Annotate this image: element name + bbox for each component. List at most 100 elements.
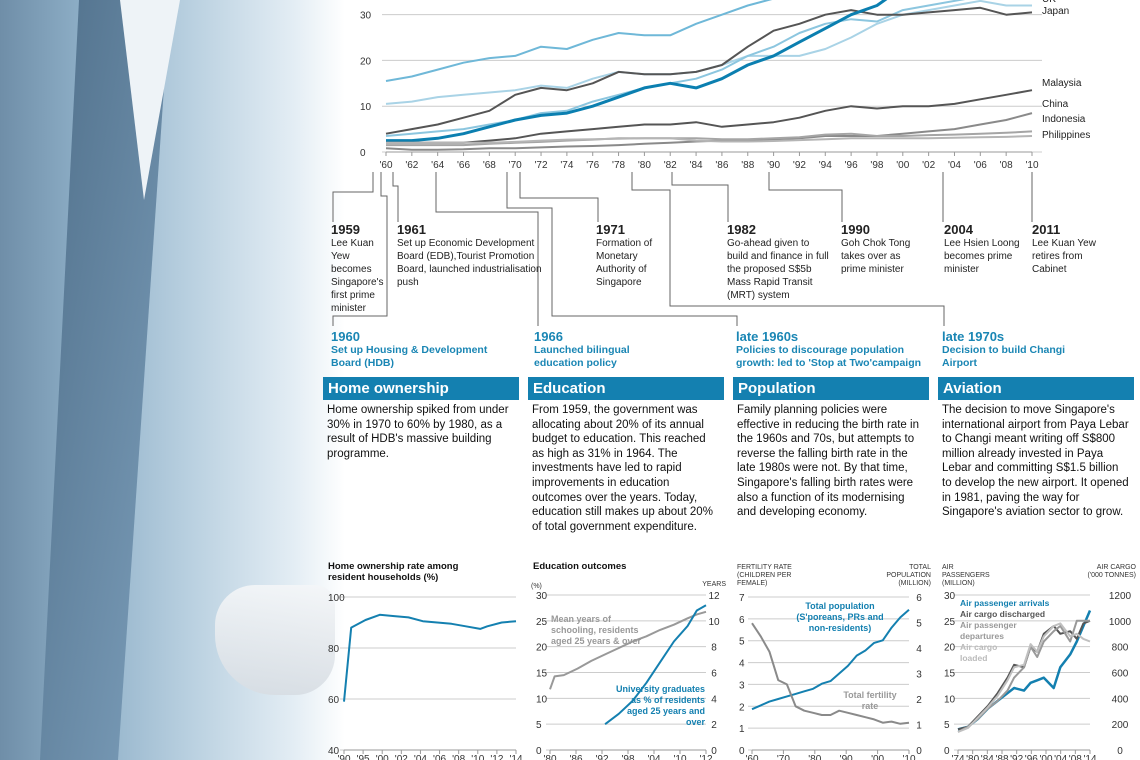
y-tick-label: 7	[739, 593, 745, 604]
shirt-cuff	[215, 585, 335, 695]
x-tick-label: '08	[1000, 160, 1013, 171]
home-ownership-chart: 40 60 80 100 '90 '95 '00 '02 '04 '06 '08 '10 '12 '14	[328, 593, 523, 760]
event-text: Lee Kuan Yew becomes Singapore's first p…	[331, 238, 384, 314]
x-tick-label: '00	[376, 754, 389, 760]
y-tick-label: 20	[360, 56, 372, 67]
education-y2-axis-label: YEARS	[702, 581, 726, 588]
series-line-series-2	[385, 0, 966, 137]
event-2011: 2011 Lee Kuan Yew retires from Cabinet	[1032, 222, 1107, 276]
x-tick-label: '88	[995, 754, 1008, 760]
y-tick-label: 15	[944, 669, 956, 680]
series-line-air-cargo-loaded	[957, 622, 1091, 733]
x-tick-label: '00	[896, 160, 909, 171]
x-tick-label: '62	[405, 160, 418, 171]
section-text: From 1959, the government was allocating…	[532, 404, 713, 533]
x-tick-label: '80	[543, 754, 556, 760]
x-tick-label: '78	[612, 160, 625, 171]
x-tick-label: '08	[1069, 754, 1082, 760]
series-label-philippines: Philippines	[1042, 130, 1091, 141]
x-tick-label: '72	[535, 160, 548, 171]
x-tick-label: '68	[483, 160, 496, 171]
x-tick-label: '66	[457, 160, 470, 171]
y-tick-label: 60	[328, 695, 340, 706]
y2-tick-label: 2	[711, 720, 717, 731]
population-chart: 0 1 2 3 4 5 6 7 0 1 2 3 4 5 6 '60 '70 '80 '90 '00 '10	[739, 593, 922, 760]
x-tick-label: '86	[715, 160, 728, 171]
x-tick-label: '92	[595, 754, 608, 760]
series-line-home-ownership-rate	[343, 613, 517, 702]
event-text: Go-ahead given to build and finance in f…	[727, 238, 829, 301]
series-label-uk: UK	[1042, 0, 1056, 5]
y-tick-label: 30	[360, 11, 372, 22]
event-1971: 1971 Formation of Monetary Authority of S…	[596, 222, 666, 289]
x-tick-label: '70	[509, 160, 522, 171]
x-tick-label: '08	[452, 754, 465, 760]
x-tick-label: '84	[690, 160, 703, 171]
x-tick-label: '94	[819, 160, 832, 171]
legend-university-graduates: University graduates as % of residents a…	[615, 684, 705, 727]
y-tick-label: 20	[944, 643, 956, 654]
section-home-ownership: Home ownership Home ownership spiked from…	[323, 377, 519, 464]
y2-tick-label: 0	[711, 746, 717, 757]
section-text: Family planning policies were effective …	[737, 404, 919, 519]
policy-event-late-1970s: late 1970s Decision to build Changi Airpo…	[942, 329, 1066, 369]
y-tick-label: 30	[536, 591, 548, 602]
legend-total-population: Total population (S'poreans, PRs and non…	[796, 601, 884, 633]
y-tick-label: 80	[328, 644, 340, 655]
y2-tick-label: 4	[711, 694, 717, 705]
x-tick-label: '92	[1010, 754, 1023, 760]
y-tick-label: 25	[944, 617, 956, 628]
x-tick-label: '10	[471, 754, 484, 760]
y2-tick-label: 2	[916, 695, 922, 706]
event-year: 1971	[596, 222, 625, 237]
x-tick-label: '12	[490, 754, 503, 760]
series-line-total-fertility-rate	[751, 622, 910, 725]
x-tick-label: '60	[745, 754, 758, 760]
y-tick-label: 25	[536, 617, 548, 628]
x-tick-label: '95	[357, 754, 370, 760]
series-line-philippines	[386, 135, 1033, 144]
x-tick-label: '64	[431, 160, 444, 171]
y2-tick-label: 8	[711, 643, 717, 654]
education-y-axis-label: (%)	[531, 583, 542, 590]
x-tick-label: '60	[379, 160, 392, 171]
y-tick-label: 5	[739, 637, 745, 648]
y-tick-label: 100	[328, 593, 345, 604]
x-tick-label: '90	[337, 754, 350, 760]
event-text: Formation of Monetary Authority of Singa…	[596, 238, 653, 288]
legend-departures: Air passenger departures	[960, 620, 1017, 641]
x-tick-label: '04	[1054, 754, 1067, 760]
event-text: Goh Chok Tong takes over as prime minist…	[841, 238, 911, 275]
policy-event-late-1960s: late 1960s Policies to discourage populat…	[736, 329, 922, 369]
section-title: Home ownership	[323, 377, 519, 400]
event-year: 2004	[944, 222, 973, 237]
y-tick-label: 30	[944, 591, 956, 602]
section-title: Education	[528, 377, 724, 400]
y-tick-label: 6	[739, 615, 745, 626]
x-tick-label: '14	[509, 754, 522, 760]
series-line-university-graduates-as-of-res	[604, 604, 707, 725]
event-1982: 1982 Go-ahead given to build and finance …	[727, 222, 832, 302]
event-year: 1961	[397, 222, 426, 237]
background-photo	[0, 0, 345, 760]
x-tick-label: '10	[673, 754, 686, 760]
series-line-malaysia	[386, 89, 1033, 144]
y-tick-label: 10	[944, 694, 956, 705]
event-text: Lee Hsien Loong becomes prime minister	[944, 238, 1020, 275]
x-tick-label: '10	[1025, 160, 1038, 171]
y2-tick-label: 10	[708, 617, 720, 628]
y-tick-label: 3	[739, 680, 745, 691]
section-population: Population Family planning policies were …	[733, 377, 929, 523]
y-tick-label: 4	[739, 659, 745, 670]
legend-fertility-rate: Total fertility rate	[843, 690, 897, 711]
x-tick-label: '06	[433, 754, 446, 760]
education-chart: 0 5 10 15 20 25 30 0 2 4 6 8 10 12 '80 '86 '92 '98 '04 '10 '…	[536, 591, 720, 760]
event-1990: 1990 Goh Chok Tong takes over as prime mi…	[841, 222, 921, 276]
x-tick-label: '86	[569, 754, 582, 760]
x-tick-label: '80	[638, 160, 651, 171]
series-line-mean-years-of-schooling-reside	[549, 610, 707, 690]
x-tick-label: '84	[981, 754, 994, 760]
series-line-total-population-s-poreans-prs	[751, 609, 910, 711]
section-aviation: Aviation The decision to move Singapore's…	[938, 377, 1134, 523]
